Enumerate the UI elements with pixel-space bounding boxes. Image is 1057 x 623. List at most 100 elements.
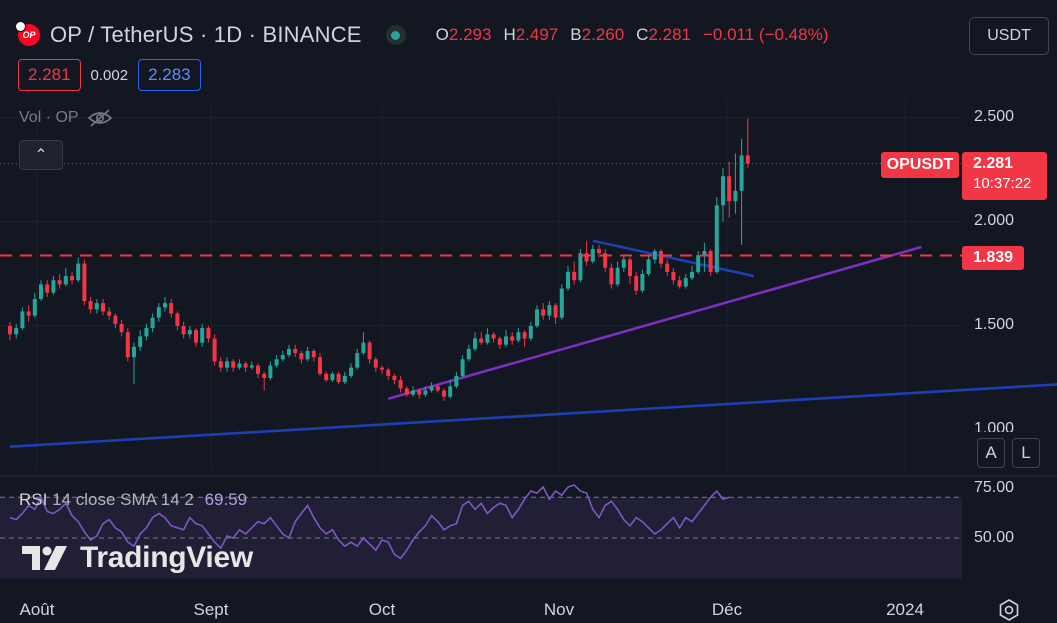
candle-body [150,317,155,329]
candle [101,298,105,316]
tradingview-logo-icon [22,546,67,570]
candle-body [721,176,725,206]
candle [318,353,322,376]
candle [615,261,620,287]
candle [32,292,37,318]
candle-body [541,309,546,316]
candle [621,255,626,272]
candle-body [169,303,174,314]
candle-body [677,280,682,287]
candle-body [572,271,577,281]
rsi-tick: 75.00 [974,479,1015,496]
candle [491,332,496,343]
candle-body [8,326,12,335]
symbol-title[interactable]: OP / TetherUS · 1D · BINANCE [50,22,362,47]
sell-price-button[interactable]: 2.281 [18,59,81,91]
candle [522,330,527,347]
candle [8,321,12,341]
collapse-indicators-button[interactable]: ⌃ [19,140,63,170]
candle [268,361,273,381]
candle-body [392,375,397,381]
candle [429,382,434,393]
candle-body [702,251,707,256]
candle-body [194,330,198,343]
candle [497,336,502,349]
x-tick: Déc [711,600,743,619]
candle-body [696,255,701,272]
candle-body [336,373,341,383]
candle [200,323,205,347]
candle [473,332,477,351]
candle [51,276,56,295]
y-tick: 2.500 [974,108,1015,125]
candle [243,361,248,372]
candle-body [535,309,539,326]
volume-indicator-label[interactable]: Vol · OP [19,108,113,128]
candle-body [603,253,608,268]
candle [578,249,583,283]
candle [39,280,43,302]
candle-body [559,288,564,318]
candle-body [268,365,273,378]
candle [256,363,260,378]
y-tick: 2.000 [974,212,1015,229]
candle-body [652,251,657,260]
candle [516,328,521,343]
candle-body [609,267,614,285]
candle [603,249,608,272]
candle [411,386,415,397]
candle [696,251,701,274]
candle-body [330,373,335,381]
candle-body [504,336,508,345]
candle [442,388,446,401]
chart-settings-icon[interactable] [997,598,1021,622]
candle-body [367,342,372,360]
rsi-indicator-label[interactable]: RSI 14 close SMA 14 2 69.59 [19,490,248,509]
candle-body [435,386,440,391]
candle-body [671,271,676,281]
candle [237,359,242,370]
candle-body [101,303,105,312]
candle [466,344,471,362]
candle [690,265,694,281]
bid-ask-panel: 2.281 0.002 2.283 [18,59,201,91]
candle [175,311,180,331]
auto-scale-button[interactable]: A [977,438,1005,468]
candle [125,328,130,362]
candle [138,330,143,351]
candle-body [305,350,310,360]
candle [373,357,378,372]
buy-price-button[interactable]: 2.283 [138,59,201,91]
candle-body [206,328,211,339]
candle-body [411,390,415,395]
candle-body [249,365,254,368]
candle-body [628,259,632,277]
candle [739,138,744,245]
candle-body [745,155,750,164]
candle [163,296,167,312]
candle [88,296,93,314]
candle-body [212,338,217,362]
market-status-icon[interactable] [385,25,406,45]
candle-body [318,357,322,374]
candle-body [45,284,50,293]
candle-body [299,353,304,360]
candle [169,298,174,318]
candle [665,259,670,277]
candle [640,269,645,293]
candle [305,346,310,362]
eye-hidden-icon[interactable] [87,108,113,128]
candle [553,303,558,324]
candle-body [181,326,186,335]
candle [181,321,186,339]
candle [745,118,750,168]
log-scale-button[interactable]: L [1012,438,1040,468]
candle [336,371,341,385]
candle-body [200,328,205,343]
candle-body [597,249,601,254]
candle [659,249,663,268]
currency-select[interactable]: USDT [969,17,1049,55]
ohlc-values: O2.293 H2.497 B2.260 C2.281 −0.011 (−0.4… [435,25,829,44]
candle [249,361,254,370]
